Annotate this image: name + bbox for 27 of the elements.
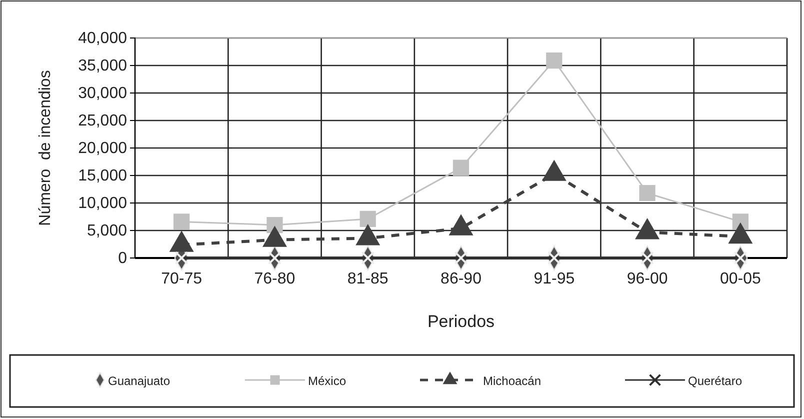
x-axis-title: Periodos [427, 312, 495, 331]
y-tick-label: 15,000 [78, 168, 128, 185]
y-axis-title: Número de incendios [37, 70, 54, 226]
x-tick-label: 81-85 [347, 270, 388, 288]
x-tick-label: 91-95 [534, 270, 575, 288]
point [452, 160, 470, 176]
x-tick-label: 96-00 [626, 270, 668, 288]
legend-label: Michoacán [483, 374, 542, 388]
x-tick-label: 70-75 [161, 270, 202, 288]
x-tick-label: 86-90 [440, 270, 482, 288]
y-tick-label: 40,000 [78, 30, 128, 48]
legend-label: Querétaro [688, 374, 742, 388]
y-tick-label: 20,000 [78, 140, 128, 158]
legend-label: Guanajuato [108, 374, 170, 388]
y-tick-label: 25,000 [78, 112, 128, 130]
point [174, 214, 190, 230]
x-tick-label: 76-80 [254, 270, 296, 288]
point [639, 185, 656, 202]
point [360, 210, 376, 228]
y-tick-label: 10,000 [78, 195, 128, 212]
x-tick-label: 00-05 [720, 270, 761, 288]
point [546, 52, 562, 69]
y-tick-label: 5,000 [86, 222, 128, 240]
legend-label: México [308, 374, 346, 388]
y-tick-label: 30,000 [78, 85, 128, 102]
y-tick-label: 0 [118, 250, 128, 268]
y-tick-label: 35,000 [78, 58, 128, 75]
